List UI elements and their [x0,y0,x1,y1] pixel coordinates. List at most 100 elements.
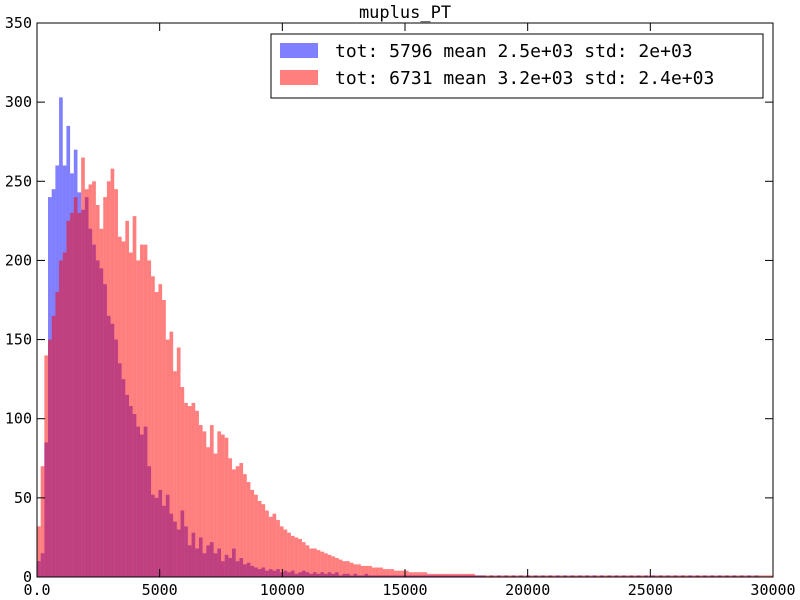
histogram-bar [335,558,339,577]
histogram-bar [728,575,733,577]
histogram-bar [559,575,564,577]
histogram-bar [508,575,512,577]
histogram-bar [279,526,284,577]
y-tick-label: 350 [5,14,32,32]
histogram-bar [209,425,214,577]
histogram-bar [309,548,313,577]
histogram-bar [250,489,255,577]
histogram-bar [710,575,715,577]
histogram-bar [581,575,586,577]
histogram-bar [110,168,115,577]
histogram-bar [224,437,229,577]
histogram-bar [438,573,442,577]
histogram-bar [714,575,718,577]
histogram-bar [342,561,347,577]
histogram-bar [600,575,604,577]
y-tick-label: 100 [5,410,32,428]
histogram-bar [471,573,475,577]
histogram-bar [261,504,266,577]
histogram-bar [703,575,707,577]
histogram-bar [357,564,361,577]
histogram-bar [382,569,387,577]
histogram-bar [257,501,262,577]
histogram-bar [265,510,269,577]
histogram-bar [456,573,461,577]
histogram-bar [165,339,170,577]
histogram-bar [622,575,626,577]
histogram-bar [603,575,608,577]
legend: tot: 5796 mean 2.5e+03 std: 2e+03 tot: 67… [270,33,764,99]
histogram-bar [555,575,560,577]
histogram-bar [217,431,221,577]
histogram-bar [324,553,328,577]
histogram-bar [346,561,350,577]
histogram-bar [162,300,166,577]
histogram-bar [95,205,100,577]
series-2-bars [37,157,773,578]
histogram-bar [633,575,637,577]
histogram-bar [121,241,126,577]
histogram-bar [77,212,82,577]
histogram-bar [390,569,394,577]
histogram-bar [750,575,755,577]
histogram-bar [515,575,520,577]
histogram-bar [574,575,578,577]
ticks-layer: 0.0 5000 10000 15000 20000 25000 30000 0 50 100 15… [5,14,796,599]
histogram-bar [570,575,575,577]
y-tick-label: 0 [23,568,32,586]
histogram-bar [117,236,122,577]
histogram-bar [541,575,545,577]
histogram-bar [184,402,188,577]
histogram-bar [452,573,457,577]
histogram-bar [235,466,240,577]
histogram-bar [460,573,464,577]
histogram-bar [666,575,670,577]
histogram-bar [497,575,501,577]
histogram-bar [651,575,656,577]
histogram-bar [519,575,523,577]
histogram-bar [765,575,770,577]
histogram-bar [397,570,402,577]
histogram-bar [55,292,60,577]
histogram-bar [585,575,589,577]
histogram-bar [644,575,648,577]
histogram-bar [246,482,251,577]
histogram-bar [221,434,225,577]
histogram-bar [228,458,233,577]
histogram-bar [717,575,722,577]
histogram-bar [640,575,645,577]
histogram-bar [213,453,218,577]
histogram-bar [658,575,663,577]
histogram-bar [566,575,571,577]
legend-label: tot: 5796 mean 2.5e+03 std: 2e+03 [335,41,693,62]
histogram-bar [533,575,538,577]
histogram-bar [736,575,740,577]
histogram-bar [51,315,56,577]
histogram-bar [338,559,343,577]
x-tick-label: 10000 [260,581,305,599]
histogram-bar [375,567,380,577]
histogram-bar [489,575,494,577]
histogram-bar [434,573,439,577]
histogram-bar [232,469,236,577]
histogram-bar [191,402,196,577]
histogram-bar [368,565,372,577]
legend-label: tot: 6731 mean 3.2e+03 std: 2.4e+03 [335,68,714,89]
histogram-bar [243,474,247,577]
y-tick-label: 50 [14,489,32,507]
histogram-bar [681,575,685,577]
histogram-bar [725,575,729,577]
chart-title: muplus_PT [359,3,451,23]
histogram-bar [500,575,505,577]
histogram-bar [537,575,542,577]
histogram-bar [526,575,531,577]
histogram-bar [40,466,45,577]
histogram-bar [493,575,497,577]
histogram-bar [478,575,483,577]
histogram-bar [114,189,118,577]
histogram-bar [467,573,472,577]
histogram-bar [37,526,41,577]
histogram-bar [636,575,641,577]
histogram-bar [552,575,556,577]
histogram-bar [611,575,615,577]
